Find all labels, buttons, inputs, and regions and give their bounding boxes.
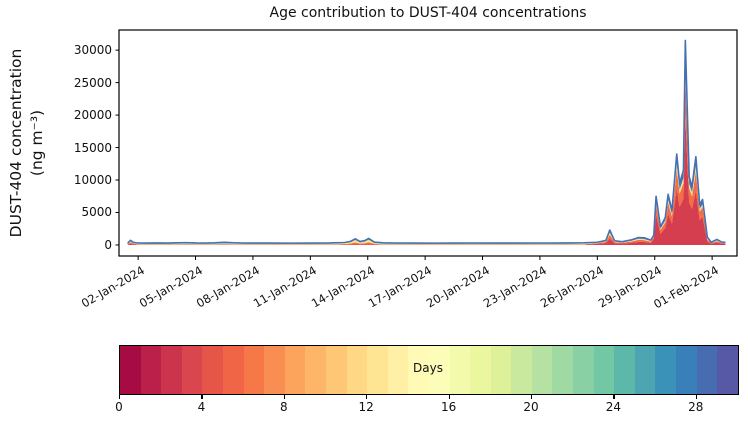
age-band-3 <box>127 60 726 245</box>
y-tick-label: 15000 <box>73 140 112 155</box>
axes-spines <box>118 29 738 257</box>
colorbar-tick-label: 4 <box>197 400 206 414</box>
colorbar-segment <box>717 346 738 394</box>
colorbar-segment <box>470 346 491 394</box>
colorbar-segment <box>511 346 532 394</box>
colorbar-tick <box>366 395 368 399</box>
colorbar-segment <box>325 346 347 394</box>
colorbar-segment <box>243 346 265 394</box>
colorbar-segment <box>634 346 656 394</box>
colorbar-segment <box>593 346 615 394</box>
y-tick-label: 0 <box>104 237 112 252</box>
colorbar-segment <box>222 346 244 394</box>
age-band-4 <box>127 40 726 244</box>
y-tick-label: 5000 <box>81 205 112 220</box>
colorbar-segment <box>676 346 697 394</box>
y-tick-label: 30000 <box>73 43 112 58</box>
colorbar-tick-label: 8 <box>279 400 288 414</box>
chart-title: Age contribution to DUST-404 concentrati… <box>269 5 587 21</box>
colorbar-segment <box>284 346 306 394</box>
colorbar-segment <box>428 346 450 394</box>
colorbar-segment <box>614 346 635 394</box>
colorbar-segment <box>161 346 182 394</box>
colorbar-segment <box>408 346 429 394</box>
colorbar-segment <box>120 346 141 394</box>
colorbar-tick-label: 0 <box>115 400 123 414</box>
colorbar-tick <box>201 395 203 399</box>
colorbar <box>119 345 739 395</box>
age-band-0 <box>127 118 726 245</box>
colorbar-segment <box>573 346 594 394</box>
colorbar-segment <box>696 346 718 394</box>
colorbar-segment <box>305 346 326 394</box>
colorbar-tick <box>531 395 533 399</box>
colorbar-tick-label: 20 <box>523 400 539 414</box>
colorbar-segment <box>202 346 223 394</box>
colorbar-segment <box>531 346 553 394</box>
colorbar-segment <box>346 346 368 394</box>
colorbar-segment <box>552 346 574 394</box>
colorbar-segment <box>449 346 471 394</box>
colorbar-segment <box>367 346 388 394</box>
y-tick-label: 25000 <box>73 75 112 90</box>
colorbar-segment <box>387 346 409 394</box>
colorbar-tick <box>119 395 121 399</box>
colorbar-tick <box>448 395 450 399</box>
colorbar-tick <box>695 395 697 399</box>
colorbar-segment <box>140 346 162 394</box>
colorbar-tick-label: 28 <box>688 400 704 414</box>
age-band-2 <box>127 64 726 245</box>
colorbar-segment <box>181 346 203 394</box>
age-band-1 <box>127 75 726 245</box>
total-line <box>127 39 726 244</box>
colorbar-segment <box>264 346 285 394</box>
colorbar-tick-label: 24 <box>605 400 622 414</box>
y-tick-label: 20000 <box>73 108 112 123</box>
colorbar-tick <box>613 395 615 399</box>
colorbar-tick-label: 16 <box>440 400 457 414</box>
y-tick-label: 10000 <box>73 173 112 188</box>
colorbar-tick-label: 12 <box>358 400 374 414</box>
colorbar-tick <box>283 395 285 399</box>
colorbar-segment <box>490 346 512 394</box>
colorbar-segment <box>655 346 677 394</box>
